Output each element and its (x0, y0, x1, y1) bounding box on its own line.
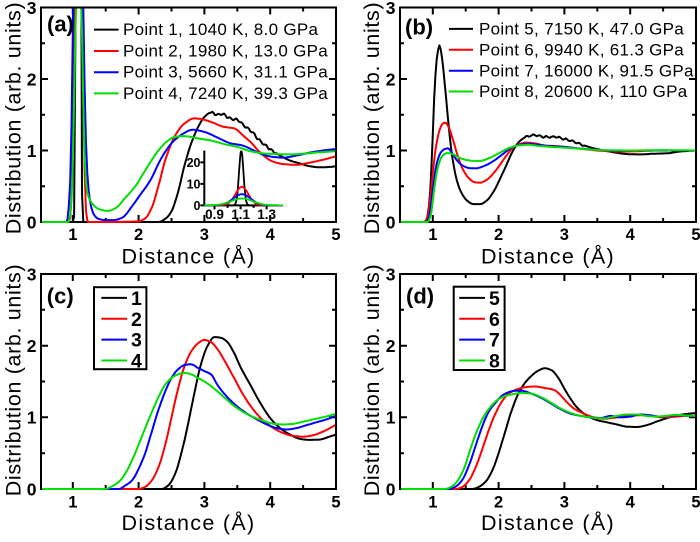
svg-text:Distribution (arb. units): Distribution (arb. units) (360, 2, 384, 235)
svg-text:Point 4, 7240 K, 39.3 GPa: Point 4, 7240 K, 39.3 GPa (123, 84, 328, 103)
svg-text:20: 20 (187, 156, 201, 170)
svg-text:2: 2 (27, 69, 37, 89)
svg-text:3: 3 (27, 0, 37, 18)
svg-text:Point 5, 7150 K, 47.0 GPa: Point 5, 7150 K, 47.0 GPa (479, 19, 684, 38)
svg-text:6: 6 (489, 309, 500, 331)
svg-text:Point 2, 1980 K, 13.0 GPa: Point 2, 1980 K, 13.0 GPa (123, 42, 328, 61)
svg-text:(b): (b) (405, 15, 433, 40)
svg-text:0: 0 (27, 212, 37, 232)
svg-text:Point 1, 1040 K, 8.0 GPa: Point 1, 1040 K, 8.0 GPa (123, 20, 319, 39)
svg-text:0: 0 (386, 212, 396, 232)
svg-text:3: 3 (131, 330, 142, 352)
svg-text:Distribution (arb. units): Distribution (arb. units) (2, 264, 26, 497)
svg-text:1: 1 (428, 226, 437, 244)
svg-text:Point 7, 16000 K, 91.5 GPa: Point 7, 16000 K, 91.5 GPa (479, 61, 694, 80)
svg-text:1: 1 (386, 141, 396, 161)
svg-text:5: 5 (691, 494, 700, 512)
svg-text:1: 1 (386, 408, 396, 428)
svg-text:(c): (c) (47, 284, 74, 309)
svg-text:(a): (a) (47, 12, 74, 37)
svg-text:1: 1 (131, 288, 142, 310)
svg-text:4: 4 (626, 226, 636, 244)
svg-text:3: 3 (560, 226, 569, 244)
svg-text:1: 1 (428, 494, 437, 512)
svg-text:5: 5 (331, 494, 340, 512)
svg-text:2: 2 (494, 226, 503, 244)
svg-text:4: 4 (266, 494, 276, 512)
svg-text:2: 2 (131, 309, 142, 331)
svg-text:3: 3 (560, 494, 569, 512)
svg-text:3: 3 (200, 226, 209, 244)
svg-text:3: 3 (200, 494, 209, 512)
svg-text:Distance (Å): Distance (Å) (122, 245, 256, 269)
svg-text:7: 7 (489, 330, 500, 352)
svg-text:3: 3 (27, 264, 37, 284)
svg-text:1.3: 1.3 (257, 207, 276, 222)
svg-text:1.1: 1.1 (231, 207, 250, 222)
svg-text:2: 2 (386, 336, 396, 356)
svg-text:Point 8, 20600 K, 110 GPa: Point 8, 20600 K, 110 GPa (479, 82, 688, 101)
svg-text:5: 5 (691, 226, 700, 244)
svg-text:Distance (Å): Distance (Å) (481, 245, 615, 269)
svg-text:Point 3, 5660 K, 31.1 GPa: Point 3, 5660 K, 31.1 GPa (123, 63, 328, 82)
svg-text:2: 2 (386, 69, 396, 89)
svg-text:Distribution (arb. units): Distribution (arb. units) (2, 2, 26, 235)
svg-text:0.9: 0.9 (205, 207, 224, 222)
svg-text:0: 0 (386, 479, 396, 499)
svg-text:(d): (d) (406, 284, 434, 309)
svg-text:5: 5 (489, 288, 500, 310)
svg-text:0: 0 (194, 199, 201, 213)
svg-text:4: 4 (266, 226, 276, 244)
svg-text:3: 3 (386, 0, 396, 18)
svg-text:10: 10 (187, 178, 201, 192)
svg-text:Distribution (arb. units): Distribution (arb. units) (360, 264, 384, 497)
svg-text:2: 2 (134, 226, 143, 244)
svg-text:3: 3 (386, 264, 396, 284)
svg-text:1: 1 (68, 226, 77, 244)
svg-text:1: 1 (68, 494, 77, 512)
svg-text:Distance (Å): Distance (Å) (122, 511, 256, 535)
svg-text:8: 8 (489, 351, 500, 373)
svg-text:5: 5 (331, 226, 340, 244)
svg-text:1: 1 (27, 408, 37, 428)
svg-text:4: 4 (131, 351, 142, 373)
svg-text:2: 2 (134, 494, 143, 512)
svg-text:0: 0 (27, 479, 37, 499)
svg-text:2: 2 (27, 336, 37, 356)
svg-text:4: 4 (626, 494, 636, 512)
svg-text:Distance (Å): Distance (Å) (481, 511, 615, 535)
svg-text:1: 1 (27, 141, 37, 161)
svg-text:2: 2 (494, 494, 503, 512)
svg-text:Point 6, 9940 K, 61.3 GPa: Point 6, 9940 K, 61.3 GPa (479, 40, 684, 59)
